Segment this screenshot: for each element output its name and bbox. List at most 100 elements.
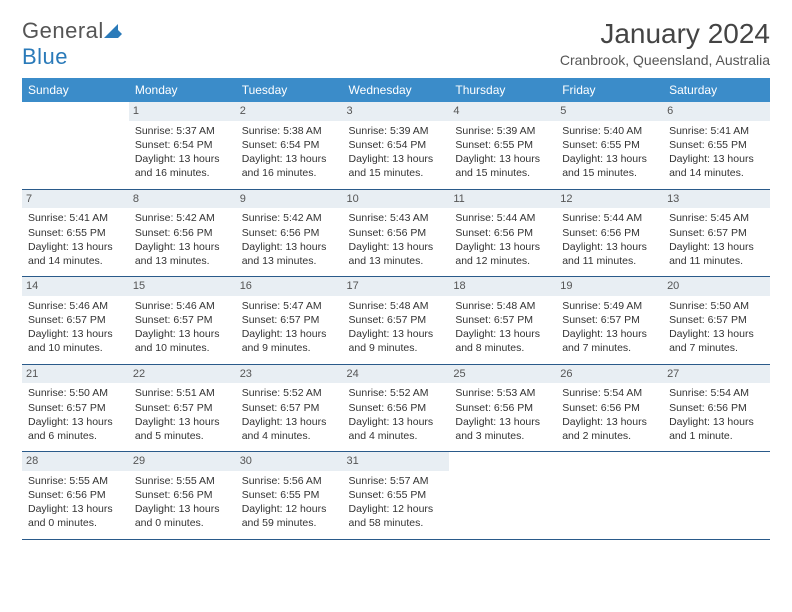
day-number: 11: [449, 190, 556, 209]
day-info: Sunrise: 5:52 AMSunset: 6:56 PMDaylight:…: [349, 386, 444, 443]
day-number: 17: [343, 277, 450, 296]
calendar-week-row: 7 Sunrise: 5:41 AMSunset: 6:55 PMDaylight…: [22, 189, 770, 277]
calendar-week-row: 14 Sunrise: 5:46 AMSunset: 6:57 PMDayligh…: [22, 277, 770, 365]
day-number: 23: [236, 365, 343, 384]
logo-triangle-icon: [104, 18, 122, 44]
day-number: 16: [236, 277, 343, 296]
day-info: Sunrise: 5:55 AMSunset: 6:56 PMDaylight:…: [135, 474, 230, 531]
day-number: 15: [129, 277, 236, 296]
day-number: 12: [556, 190, 663, 209]
calendar-cell: 2 Sunrise: 5:38 AMSunset: 6:54 PMDaylight…: [236, 102, 343, 189]
calendar-cell: [556, 452, 663, 540]
day-number: 14: [22, 277, 129, 296]
day-info: Sunrise: 5:41 AMSunset: 6:55 PMDaylight:…: [28, 211, 123, 268]
calendar-cell: 13Sunrise: 5:45 AMSunset: 6:57 PMDayligh…: [663, 189, 770, 277]
day-info: Sunrise: 5:55 AMSunset: 6:56 PMDaylight:…: [28, 474, 123, 531]
day-info: Sunrise: 5:39 AMSunset: 6:55 PMDaylight:…: [455, 124, 550, 181]
day-number: 8: [129, 190, 236, 209]
day-info: Sunrise: 5:43 AMSunset: 6:56 PMDaylight:…: [349, 211, 444, 268]
calendar-cell: 31 Sunrise: 5:57 AMSunset: 6:55 PMDayligh…: [343, 452, 450, 540]
title-block: January 2024 Cranbrook, Queensland, Aust…: [560, 18, 770, 68]
logo-word1: General: [22, 18, 104, 43]
day-number: 1: [129, 102, 236, 121]
day-info: Sunrise: 5:37 AMSunset: 6:54 PMDaylight:…: [135, 124, 230, 181]
calendar-cell: 14 Sunrise: 5:46 AMSunset: 6:57 PMDayligh…: [22, 277, 129, 365]
calendar-cell: 7 Sunrise: 5:41 AMSunset: 6:55 PMDaylight…: [22, 189, 129, 277]
calendar-cell: [449, 452, 556, 540]
page-header: GeneralBlue January 2024 Cranbrook, Quee…: [22, 18, 770, 70]
logo-word2: Blue: [22, 44, 68, 69]
day-header: Wednesday: [343, 78, 450, 102]
day-info: Sunrise: 5:42 AMSunset: 6:56 PMDaylight:…: [135, 211, 230, 268]
calendar-cell: 16 Sunrise: 5:47 AMSunset: 6:57 PMDayligh…: [236, 277, 343, 365]
day-info: Sunrise: 5:47 AMSunset: 6:57 PMDaylight:…: [242, 299, 337, 356]
calendar-week-row: 28 Sunrise: 5:55 AMSunset: 6:56 PMDayligh…: [22, 452, 770, 540]
day-number: 28: [22, 452, 129, 471]
day-number: 7: [22, 190, 129, 209]
calendar-cell: 24 Sunrise: 5:52 AMSunset: 6:56 PMDayligh…: [343, 364, 450, 452]
calendar-cell: 21Sunrise: 5:50 AMSunset: 6:57 PMDayligh…: [22, 364, 129, 452]
day-info: Sunrise: 5:54 AMSunset: 6:56 PMDaylight:…: [669, 386, 764, 443]
day-header-row: SundayMondayTuesdayWednesdayThursdayFrid…: [22, 78, 770, 102]
day-info: Sunrise: 5:44 AMSunset: 6:56 PMDaylight:…: [562, 211, 657, 268]
day-header: Tuesday: [236, 78, 343, 102]
day-info: Sunrise: 5:41 AMSunset: 6:55 PMDaylight:…: [669, 124, 764, 181]
calendar-cell: [663, 452, 770, 540]
day-number: 13: [663, 190, 770, 209]
calendar-body: 1 Sunrise: 5:37 AMSunset: 6:54 PMDaylight…: [22, 102, 770, 539]
day-header: Sunday: [22, 78, 129, 102]
day-header: Thursday: [449, 78, 556, 102]
calendar-cell: 22 Sunrise: 5:51 AMSunset: 6:57 PMDayligh…: [129, 364, 236, 452]
calendar-table: SundayMondayTuesdayWednesdayThursdayFrid…: [22, 78, 770, 540]
day-info: Sunrise: 5:56 AMSunset: 6:55 PMDaylight:…: [242, 474, 337, 531]
day-header: Friday: [556, 78, 663, 102]
calendar-cell: 26 Sunrise: 5:54 AMSunset: 6:56 PMDayligh…: [556, 364, 663, 452]
month-title: January 2024: [560, 18, 770, 50]
day-number: 22: [129, 365, 236, 384]
day-number: 26: [556, 365, 663, 384]
day-number: 20: [663, 277, 770, 296]
calendar-cell: 8 Sunrise: 5:42 AMSunset: 6:56 PMDaylight…: [129, 189, 236, 277]
day-info: Sunrise: 5:38 AMSunset: 6:54 PMDaylight:…: [242, 124, 337, 181]
day-info: Sunrise: 5:39 AMSunset: 6:54 PMDaylight:…: [349, 124, 444, 181]
day-number: 27: [663, 365, 770, 384]
logo-text: GeneralBlue: [22, 18, 122, 70]
calendar-cell: 17 Sunrise: 5:48 AMSunset: 6:57 PMDayligh…: [343, 277, 450, 365]
day-number: 2: [236, 102, 343, 121]
day-number: 24: [343, 365, 450, 384]
day-info: Sunrise: 5:42 AMSunset: 6:56 PMDaylight:…: [242, 211, 337, 268]
calendar-cell: 15Sunrise: 5:46 AMSunset: 6:57 PMDayligh…: [129, 277, 236, 365]
day-info: Sunrise: 5:57 AMSunset: 6:55 PMDaylight:…: [349, 474, 444, 531]
calendar-week-row: 1 Sunrise: 5:37 AMSunset: 6:54 PMDaylight…: [22, 102, 770, 189]
day-info: Sunrise: 5:48 AMSunset: 6:57 PMDaylight:…: [349, 299, 444, 356]
calendar-cell: 20 Sunrise: 5:50 AMSunset: 6:57 PMDayligh…: [663, 277, 770, 365]
day-number: 5: [556, 102, 663, 121]
day-info: Sunrise: 5:54 AMSunset: 6:56 PMDaylight:…: [562, 386, 657, 443]
calendar-cell: [22, 102, 129, 189]
calendar-cell: 30Sunrise: 5:56 AMSunset: 6:55 PMDayligh…: [236, 452, 343, 540]
calendar-cell: 18Sunrise: 5:48 AMSunset: 6:57 PMDayligh…: [449, 277, 556, 365]
day-number: 6: [663, 102, 770, 121]
day-number: 10: [343, 190, 450, 209]
calendar-cell: 25 Sunrise: 5:53 AMSunset: 6:56 PMDayligh…: [449, 364, 556, 452]
calendar-cell: 19 Sunrise: 5:49 AMSunset: 6:57 PMDayligh…: [556, 277, 663, 365]
day-info: Sunrise: 5:46 AMSunset: 6:57 PMDaylight:…: [28, 299, 123, 356]
calendar-cell: 29Sunrise: 5:55 AMSunset: 6:56 PMDayligh…: [129, 452, 236, 540]
day-info: Sunrise: 5:53 AMSunset: 6:56 PMDaylight:…: [455, 386, 550, 443]
day-number: 18: [449, 277, 556, 296]
day-info: Sunrise: 5:49 AMSunset: 6:57 PMDaylight:…: [562, 299, 657, 356]
calendar-cell: 5 Sunrise: 5:40 AMSunset: 6:55 PMDaylight…: [556, 102, 663, 189]
day-header: Monday: [129, 78, 236, 102]
day-number: 19: [556, 277, 663, 296]
day-number: 31: [343, 452, 450, 471]
day-info: Sunrise: 5:44 AMSunset: 6:56 PMDaylight:…: [455, 211, 550, 268]
day-number: 4: [449, 102, 556, 121]
location: Cranbrook, Queensland, Australia: [560, 52, 770, 68]
day-info: Sunrise: 5:40 AMSunset: 6:55 PMDaylight:…: [562, 124, 657, 181]
day-number: 25: [449, 365, 556, 384]
day-info: Sunrise: 5:52 AMSunset: 6:57 PMDaylight:…: [242, 386, 337, 443]
day-number: 9: [236, 190, 343, 209]
calendar-cell: 3Sunrise: 5:39 AMSunset: 6:54 PMDaylight…: [343, 102, 450, 189]
day-info: Sunrise: 5:50 AMSunset: 6:57 PMDaylight:…: [669, 299, 764, 356]
day-info: Sunrise: 5:51 AMSunset: 6:57 PMDaylight:…: [135, 386, 230, 443]
